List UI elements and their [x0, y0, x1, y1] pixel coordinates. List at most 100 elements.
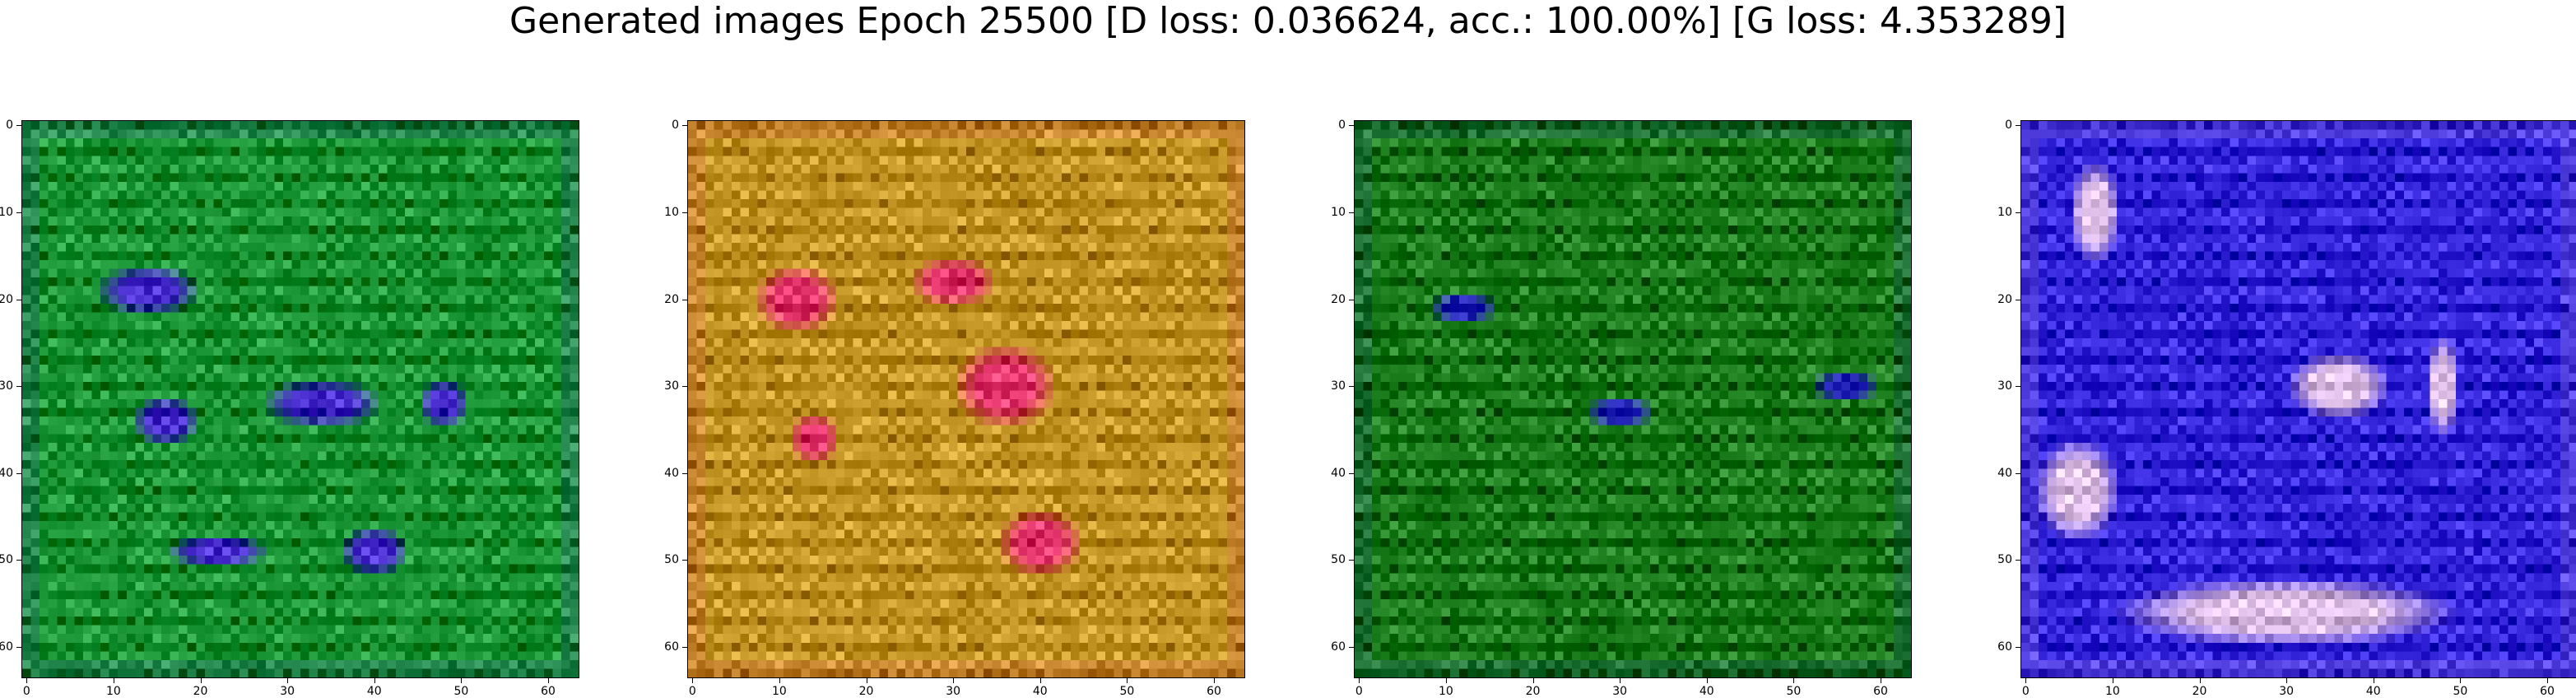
- x-tick-mark: [26, 678, 27, 683]
- y-tick-label: 0: [654, 119, 679, 132]
- y-tick-mark: [682, 647, 687, 648]
- panel-3: [1354, 120, 1912, 678]
- y-tick-mark: [2016, 647, 2020, 648]
- x-tick-label: 10: [106, 685, 121, 698]
- y-tick-mark: [16, 473, 21, 474]
- generated-image-3: [1355, 121, 1911, 677]
- y-tick-label: 30: [654, 379, 679, 393]
- x-tick-label: 50: [1786, 685, 1801, 698]
- x-tick-label: 30: [946, 685, 960, 698]
- x-tick-label: 30: [280, 685, 295, 698]
- panel-2: [687, 120, 1245, 678]
- y-tick-label: 0: [0, 119, 13, 132]
- y-tick-mark: [1349, 212, 1354, 213]
- y-tick-mark: [682, 386, 687, 387]
- panel-1: [21, 120, 579, 678]
- x-tick-mark: [1533, 678, 1534, 683]
- y-tick-label: 60: [0, 640, 13, 654]
- y-tick-label: 20: [1321, 293, 1346, 306]
- x-tick-label: 20: [193, 685, 208, 698]
- x-tick-mark: [2547, 678, 2548, 683]
- generated-image-4: [2021, 121, 2576, 677]
- y-tick-label: 60: [1321, 640, 1346, 654]
- x-tick-label: 40: [1700, 685, 1714, 698]
- x-tick-label: 10: [772, 685, 787, 698]
- y-tick-mark: [1349, 473, 1354, 474]
- y-tick-label: 20: [654, 293, 679, 306]
- y-tick-label: 50: [1988, 553, 2012, 566]
- x-tick-label: 60: [1207, 685, 1221, 698]
- y-tick-label: 10: [654, 206, 679, 219]
- x-tick-mark: [374, 678, 375, 683]
- y-tick-label: 40: [654, 467, 679, 480]
- x-tick-mark: [953, 678, 954, 683]
- x-tick-label: 40: [1033, 685, 1048, 698]
- figure-title: Generated images Epoch 25500 [D loss: 0.…: [0, 0, 2576, 43]
- y-tick-mark: [16, 560, 21, 561]
- x-tick-mark: [1214, 678, 1215, 683]
- y-tick-label: 60: [654, 640, 679, 654]
- y-tick-mark: [2016, 560, 2020, 561]
- y-tick-label: 10: [0, 206, 13, 219]
- y-tick-mark: [1349, 386, 1354, 387]
- x-tick-label: 60: [1873, 685, 1888, 698]
- y-tick-mark: [2016, 473, 2020, 474]
- y-tick-mark: [16, 125, 21, 126]
- generated-image-1: [22, 121, 579, 677]
- x-tick-label: 0: [23, 685, 30, 698]
- y-tick-mark: [682, 125, 687, 126]
- y-tick-label: 10: [1988, 206, 2012, 219]
- x-tick-label: 10: [1439, 685, 1453, 698]
- y-tick-label: 30: [0, 379, 13, 393]
- x-tick-mark: [779, 678, 780, 683]
- x-tick-mark: [2460, 678, 2461, 683]
- y-tick-mark: [682, 212, 687, 213]
- y-tick-label: 50: [1321, 553, 1346, 566]
- y-tick-label: 60: [1988, 640, 2012, 654]
- x-tick-label: 0: [1355, 685, 1363, 698]
- x-tick-label: 50: [1119, 685, 1134, 698]
- x-tick-mark: [2200, 678, 2201, 683]
- x-tick-label: 40: [2366, 685, 2381, 698]
- y-tick-mark: [16, 212, 21, 213]
- x-tick-label: 30: [1612, 685, 1627, 698]
- y-tick-mark: [2016, 212, 2020, 213]
- panel-4: [2020, 120, 2576, 678]
- y-tick-mark: [682, 473, 687, 474]
- y-tick-mark: [16, 647, 21, 648]
- x-tick-label: 20: [1526, 685, 1541, 698]
- y-tick-label: 0: [1321, 119, 1346, 132]
- x-tick-label: 0: [2022, 685, 2030, 698]
- x-tick-label: 50: [2453, 685, 2467, 698]
- x-tick-mark: [1707, 678, 1708, 683]
- x-tick-mark: [461, 678, 462, 683]
- x-tick-label: 60: [2540, 685, 2555, 698]
- x-tick-label: 20: [2192, 685, 2207, 698]
- y-tick-mark: [1349, 125, 1354, 126]
- x-tick-mark: [201, 678, 202, 683]
- y-tick-label: 50: [0, 553, 13, 566]
- y-tick-label: 40: [1321, 467, 1346, 480]
- y-tick-mark: [2016, 125, 2020, 126]
- x-tick-mark: [1040, 678, 1041, 683]
- x-tick-label: 20: [859, 685, 874, 698]
- x-tick-mark: [287, 678, 288, 683]
- y-tick-mark: [1349, 647, 1354, 648]
- x-tick-mark: [1127, 678, 1128, 683]
- generated-image-2: [688, 121, 1244, 677]
- y-tick-label: 20: [0, 293, 13, 306]
- x-tick-mark: [2025, 678, 2026, 683]
- x-tick-mark: [692, 678, 693, 683]
- x-tick-mark: [2286, 678, 2287, 683]
- x-tick-label: 10: [2105, 685, 2120, 698]
- y-tick-label: 10: [1321, 206, 1346, 219]
- x-tick-mark: [548, 678, 549, 683]
- y-tick-mark: [1349, 560, 1354, 561]
- y-tick-label: 40: [1988, 467, 2012, 480]
- y-tick-label: 0: [1988, 119, 2012, 132]
- x-tick-mark: [1359, 678, 1360, 683]
- x-tick-label: 60: [541, 685, 556, 698]
- y-tick-label: 20: [1988, 293, 2012, 306]
- y-tick-label: 40: [0, 467, 13, 480]
- x-tick-mark: [1446, 678, 1447, 683]
